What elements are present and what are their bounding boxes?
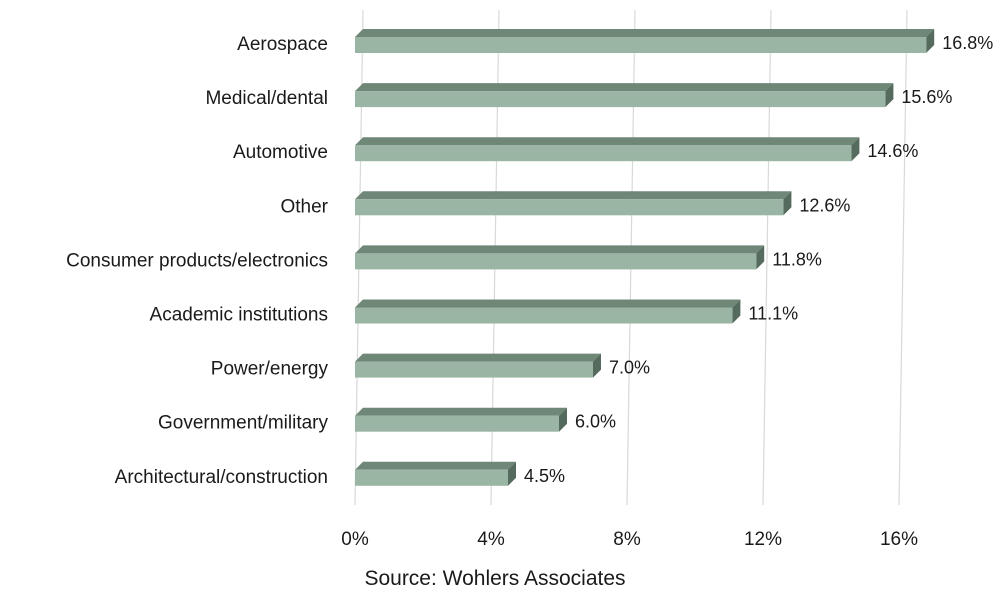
bar-top-automotive <box>355 137 860 146</box>
data-label: 15.6% <box>901 87 952 107</box>
data-label: 4.5% <box>524 466 565 486</box>
bar-top-academic-institutions <box>355 299 741 308</box>
bar-other <box>355 199 784 216</box>
category-label: Medical/dental <box>205 88 328 109</box>
bar-side-other <box>783 191 792 216</box>
x-tick-label: 8% <box>613 529 641 550</box>
x-axis: 0% 4% 8% 12% 16% <box>341 529 918 550</box>
bar-consumer-products-electronics <box>355 253 757 270</box>
category-label: Architectural/construction <box>115 467 328 488</box>
data-label: 16.8% <box>942 33 993 53</box>
bar-power-energy <box>355 361 593 378</box>
data-label: 11.1% <box>748 304 798 324</box>
data-label: 11.8% <box>772 249 822 269</box>
bar-side-power-energy <box>593 353 601 378</box>
label-layer: Aerospace 16.8% Medical/dental 15.6% Automot… <box>66 33 993 488</box>
bar-medical-dental <box>355 91 886 108</box>
bar-layer <box>355 29 935 486</box>
x-tick-label: 0% <box>341 529 369 550</box>
bar-side-academic-institutions <box>732 299 741 324</box>
data-label: 14.6% <box>867 141 918 161</box>
category-label: Automotive <box>233 142 328 163</box>
bar-side-government-military <box>559 407 567 432</box>
bar-top-medical-dental <box>355 83 894 92</box>
bar-top-other <box>355 191 792 200</box>
bar-top-consumer-products-electronics <box>355 245 765 254</box>
category-label: Government/military <box>158 413 328 434</box>
bar-side-consumer-products-electronics <box>756 245 765 270</box>
data-label: 6.0% <box>575 412 616 432</box>
bar-architectural-construction <box>355 469 508 486</box>
bar-top-power-energy <box>355 353 601 362</box>
gridline-4 <box>898 9 908 506</box>
category-label: Aerospace <box>237 34 328 55</box>
bar-side-aerospace <box>926 29 935 53</box>
category-label: Power/energy <box>211 359 329 380</box>
bar-side-medical-dental <box>885 83 894 108</box>
bar-automotive <box>355 145 852 162</box>
bar-top-architectural-construction <box>355 461 516 470</box>
bar-top-government-military <box>355 407 567 416</box>
bar-top-aerospace <box>355 29 935 37</box>
category-label: Other <box>280 196 328 217</box>
bar-side-automotive <box>851 137 860 162</box>
source-note: Source: Wohlers Associates <box>364 567 625 590</box>
bar-side-architectural-construction <box>508 461 516 486</box>
bar-academic-institutions <box>355 307 733 324</box>
data-label: 7.0% <box>609 358 650 378</box>
x-tick-label: 16% <box>880 529 918 550</box>
bar-aerospace <box>355 37 927 53</box>
x-tick-label: 12% <box>744 529 782 550</box>
x-tick-label: 4% <box>477 529 505 550</box>
data-label: 12.6% <box>799 195 850 215</box>
category-label: Consumer products/electronics <box>66 250 328 271</box>
category-label: Academic institutions <box>150 305 328 326</box>
bar-government-military <box>355 415 559 432</box>
